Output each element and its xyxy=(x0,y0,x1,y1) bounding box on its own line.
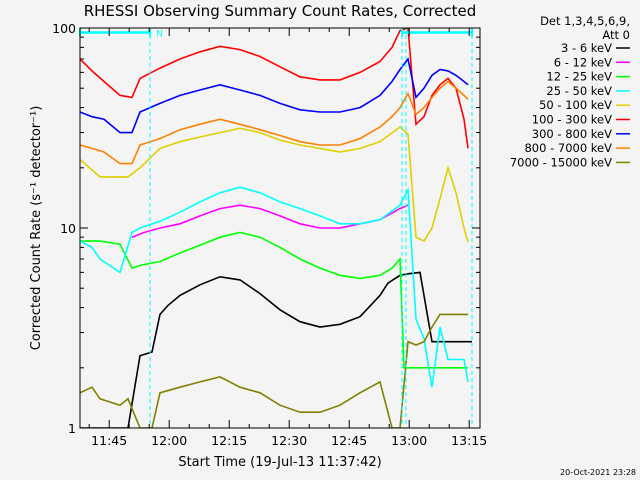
x-tick-label: 12:45 xyxy=(331,433,367,448)
legend-label-7000-15000-kev: 7000 - 15000 keV xyxy=(510,155,612,169)
x-tick-label: 12:30 xyxy=(271,433,307,448)
series-line-12-25-kev xyxy=(80,231,468,369)
series-line-300-800-kev xyxy=(80,57,469,134)
legend-header-line2: Att 0 xyxy=(602,28,630,42)
legend-label-12-25-kev: 12 - 25 keV xyxy=(546,70,612,84)
series-line-7000-15000-kev xyxy=(80,313,468,428)
x-tick-label: 11:45 xyxy=(91,433,127,448)
x-tick-label: 13:15 xyxy=(451,433,487,448)
x-axis-title: Start Time (19-Jul-13 11:37:42) xyxy=(178,455,381,470)
legend-label-300-800-kev: 300 - 800 keV xyxy=(532,127,612,141)
chart-title: RHESSI Observing Summary Count Rates, Co… xyxy=(84,2,477,20)
legend-label-3-6-kev: 3 - 6 keV xyxy=(561,41,612,55)
series-line-25-50-kev xyxy=(80,186,469,388)
legend-label-800-7000-kev: 800 - 7000 keV xyxy=(524,141,612,155)
legend-label-100-300-kev: 100 - 300 keV xyxy=(532,113,612,127)
y-axis-title: Corrected Count Rate (s⁻¹ detector⁻¹) xyxy=(29,106,44,351)
y-tick-label: 1 xyxy=(68,421,76,436)
annotation-bar-label: N xyxy=(156,29,163,39)
series-line-800-7000-kev xyxy=(80,80,469,165)
axis-layer: 11:45 12:00 12:15 12:30 12:45 13:00 13:15 1 10 10… xyxy=(52,21,487,448)
legend-label-50-100-kev: 50 - 100 keV xyxy=(539,98,612,112)
legend-label-25-50-kev: 25 - 50 keV xyxy=(546,84,612,98)
footer-timestamp: 20-Oct-2021 23:28 xyxy=(560,468,636,477)
legend-label-6-12-kev: 6 - 12 keV xyxy=(554,55,612,69)
y-tick-label: 10 xyxy=(60,221,76,236)
legend-header-line1: Det 1,3,4,5,6,9, xyxy=(540,14,630,28)
series-line-6-12-kev xyxy=(131,204,409,238)
series-line-3-6-kev xyxy=(80,271,472,428)
x-tick-label: 12:15 xyxy=(211,433,247,448)
series-line-50-100-kev xyxy=(80,125,469,243)
x-tick-label: 13:00 xyxy=(391,433,427,448)
series-line-100-300-kev xyxy=(80,28,469,149)
series-layer xyxy=(80,28,472,428)
y-tick-label: 100 xyxy=(52,21,76,36)
x-tick-label: 12:00 xyxy=(151,433,187,448)
